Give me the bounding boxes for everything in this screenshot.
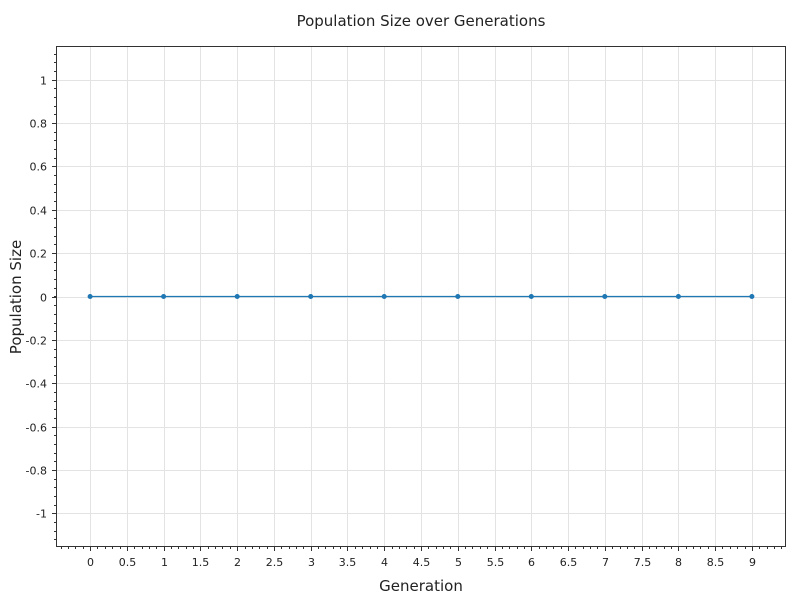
y-tick-label: 0.4 <box>30 205 48 218</box>
data-point <box>675 294 681 299</box>
x-tick-label: 2 <box>234 556 241 569</box>
data-point <box>749 294 755 299</box>
y-tick-label: 0 <box>40 292 47 305</box>
axis-ticks <box>52 54 782 551</box>
x-tick-label: 8 <box>675 556 682 569</box>
data-point <box>161 294 167 299</box>
x-tick-label: 4.5 <box>413 556 431 569</box>
data-point <box>234 294 240 299</box>
y-tick-label: -0.4 <box>26 378 47 391</box>
x-tick-label: 6.5 <box>560 556 578 569</box>
x-tick-label: 7 <box>602 556 609 569</box>
y-tick-label: -0.2 <box>26 335 47 348</box>
data-point <box>455 294 461 299</box>
data-point <box>308 294 314 299</box>
x-tick-label: 5.5 <box>487 556 505 569</box>
x-tick-label: 3.5 <box>339 556 357 569</box>
plot-series <box>87 294 755 299</box>
x-tick-label: 4 <box>381 556 388 569</box>
y-axis-tick-labels: 1 0.8 0.6 0.4 0.2 0 -0.2 -0.4 -0.6 -0.8 -1 <box>26 75 47 521</box>
y-tick-label: 0.2 <box>30 248 48 261</box>
data-point <box>87 294 93 299</box>
x-tick-label: 2.5 <box>266 556 284 569</box>
data-point <box>381 294 387 299</box>
x-tick-label: 6 <box>528 556 535 569</box>
y-tick-label: -0.8 <box>26 465 47 478</box>
data-point <box>602 294 608 299</box>
x-tick-label: 0.5 <box>119 556 137 569</box>
x-tick-label: 9 <box>749 556 756 569</box>
x-axis-tick-labels: 0 0.5 1 1.5 2 2.5 3 3.5 4 4.5 5 5.5 6 6.5 7 7.5 8 8.5 9 <box>87 556 756 569</box>
y-tick-label: -1 <box>36 508 47 521</box>
x-tick-label: 3 <box>308 556 315 569</box>
y-tick-label: 0.6 <box>30 161 48 174</box>
x-tick-label: 5 <box>455 556 462 569</box>
chart-title: Population Size over Generations <box>297 12 546 30</box>
x-tick-label: 0 <box>87 556 94 569</box>
y-tick-label: 0.8 <box>30 118 48 131</box>
y-tick-label: -0.6 <box>26 422 47 435</box>
x-tick-label: 7.5 <box>634 556 652 569</box>
x-axis-title: Generation <box>379 577 463 595</box>
x-tick-label: 8.5 <box>707 556 725 569</box>
data-point <box>528 294 534 299</box>
y-axis-title: Population Size <box>7 240 25 354</box>
y-tick-label: 1 <box>40 75 47 88</box>
x-tick-label: 1 <box>161 556 168 569</box>
x-tick-label: 1.5 <box>192 556 210 569</box>
